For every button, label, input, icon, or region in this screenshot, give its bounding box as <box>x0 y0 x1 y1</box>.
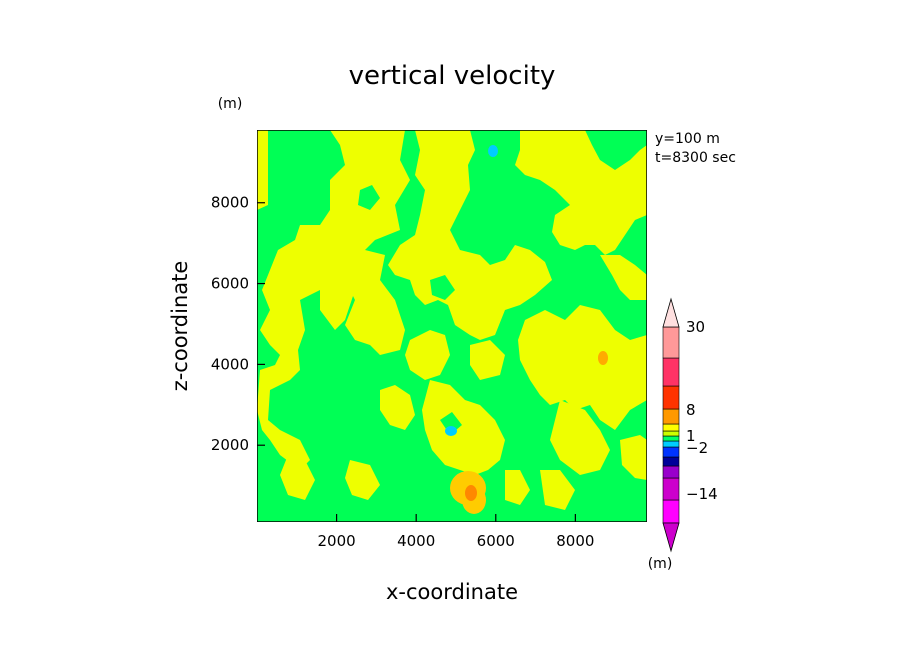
colorbar-label: 1 <box>686 427 696 445</box>
colorbar-band <box>662 465 680 479</box>
colorbar-band <box>662 435 680 442</box>
y-tick-label: 6000 <box>211 275 249 293</box>
positive-regions <box>257 130 647 510</box>
colorbar-band <box>662 326 680 359</box>
neutral-islands <box>328 185 590 435</box>
colorbar-unit: (m) <box>648 556 673 572</box>
x-tick-label: 6000 <box>477 532 515 550</box>
colorbar-label: −2 <box>686 439 708 457</box>
y-tick-label: 2000 <box>211 436 249 454</box>
colorbar-label: −14 <box>686 485 718 503</box>
colorbar: 30 8 1−2 −14 <box>662 297 718 553</box>
colorbar-band <box>662 408 680 425</box>
x-tick-label: 4000 <box>397 532 435 550</box>
colorbar-band <box>662 477 680 501</box>
colorbar-band <box>662 385 680 410</box>
info-line-t: t=8300 sec <box>655 150 736 166</box>
x-axis-label: x-coordinate <box>386 580 518 604</box>
colorbar-band <box>662 446 680 458</box>
colorbar-band <box>662 357 680 387</box>
x-tick-label: 2000 <box>317 532 355 550</box>
strong-positive-region <box>450 351 608 514</box>
colorbar-max-arrow <box>662 297 680 328</box>
y-axis-label: z-coordinate <box>168 261 192 392</box>
colorbar-label: 30 <box>686 318 705 336</box>
colorbar-band <box>662 499 680 524</box>
y-axis-ticks: 2000 4000 6000 8000 <box>211 194 265 454</box>
colorbar-band <box>662 423 680 432</box>
y-unit-label: (m) <box>218 96 243 112</box>
chart-title: vertical velocity <box>349 61 556 91</box>
x-tick-label: 8000 <box>556 532 594 550</box>
heatmap-field <box>257 130 647 522</box>
colorbar-band <box>662 440 680 448</box>
colorbar-band <box>662 430 680 437</box>
info-line-y: y=100 m <box>655 131 720 147</box>
colorbar-band <box>662 456 680 467</box>
colorbar-min-arrow <box>662 522 680 553</box>
y-tick-label: 4000 <box>211 355 249 373</box>
x-axis-ticks: 2000 4000 6000 8000 <box>317 514 594 550</box>
colorbar-label: 8 <box>686 401 696 419</box>
y-tick-label: 8000 <box>211 194 249 212</box>
negative-regions <box>445 145 498 436</box>
